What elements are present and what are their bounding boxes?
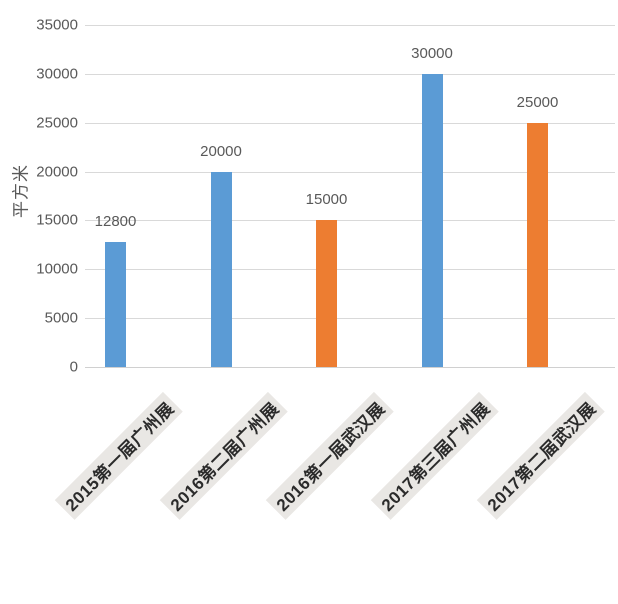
bar-value-label: 25000 — [516, 93, 559, 111]
gridline — [85, 73, 615, 75]
gridline — [85, 318, 615, 320]
y-axis-tick-label: 5000 — [44, 309, 78, 327]
y-axis-tick-label: 30000 — [36, 65, 78, 83]
gridline — [85, 171, 615, 173]
gridline — [85, 25, 615, 26]
bar-value-label: 30000 — [411, 44, 453, 62]
y-axis-tick-label: 20000 — [36, 163, 78, 181]
gridline — [85, 269, 615, 271]
gridline — [85, 122, 615, 124]
y-axis-tick-label: 35000 — [36, 16, 78, 34]
y-axis-tick-label: 10000 — [36, 260, 78, 278]
bar — [421, 73, 443, 367]
y-axis-tick-label: 25000 — [36, 114, 78, 132]
x-axis-line — [85, 367, 615, 368]
bar-value-label: 15000 — [305, 191, 348, 209]
bar — [105, 241, 126, 367]
y-axis-tick-label: 15000 — [36, 211, 78, 229]
y-axis-tick-label: 0 — [69, 358, 78, 376]
bar — [316, 220, 337, 367]
bar-value-label: 20000 — [200, 142, 242, 160]
bar — [210, 171, 232, 367]
bar-value-label: 12800 — [94, 212, 137, 230]
bar — [527, 122, 548, 367]
gridline — [85, 220, 615, 222]
